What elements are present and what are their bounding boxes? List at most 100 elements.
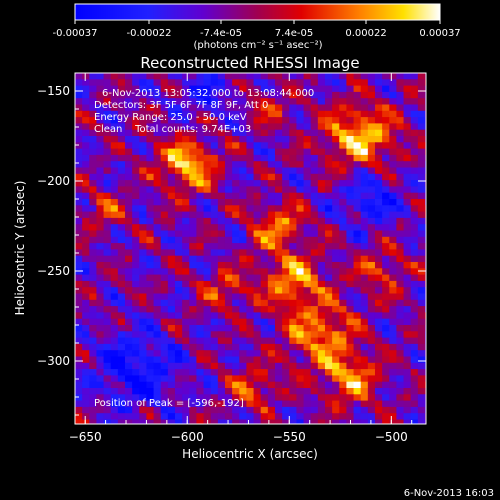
heatmap-cell <box>353 406 362 414</box>
heatmap-cell <box>117 343 126 351</box>
heatmap-cell <box>89 369 98 376</box>
heatmap-cell <box>267 136 276 143</box>
heatmap-cell <box>303 287 312 295</box>
heatmap-cell <box>117 129 126 137</box>
heatmap-cell <box>139 350 148 358</box>
heatmap-cell <box>310 318 319 326</box>
heatmap-cell <box>110 255 119 263</box>
heatmap-cell <box>174 192 183 200</box>
heatmap-cell <box>174 343 183 351</box>
heatmap-cell <box>125 199 133 206</box>
colorbar: -0.00037 -0.00022 -7.4e-05 7.4e-05 0.00022 0.… <box>53 3 461 51</box>
heatmap-cell <box>103 331 112 339</box>
heatmap-cell <box>332 388 340 395</box>
heatmap-cell <box>274 337 283 345</box>
heatmap-cell <box>374 394 383 402</box>
heatmap-cell <box>224 236 233 244</box>
heatmap-cell <box>153 331 162 339</box>
heatmap-cell <box>160 186 169 194</box>
heatmap-cell <box>303 161 312 169</box>
heatmap-cell <box>239 274 248 282</box>
heatmap-cell <box>132 312 140 320</box>
heatmap-cell <box>324 180 333 187</box>
heatmap-cell <box>310 406 319 414</box>
heatmap-cell <box>110 381 119 389</box>
heatmap-cell <box>310 217 319 225</box>
heatmap-cell <box>410 243 419 250</box>
heatmap-cell <box>296 129 305 137</box>
heatmap-cell <box>382 224 390 232</box>
heatmap-cell <box>224 375 233 383</box>
heatmap-cell <box>89 230 98 238</box>
heatmap-cell <box>360 369 369 376</box>
heatmap-cell <box>132 110 140 118</box>
heatmap-cell <box>232 280 240 288</box>
heatmap-cell <box>324 419 333 424</box>
heatmap-cell <box>396 406 405 414</box>
heatmap-cell <box>296 167 305 175</box>
heatmap-cell <box>103 299 112 307</box>
heatmap-cell <box>82 148 90 156</box>
heatmap-cell <box>217 91 226 99</box>
heatmap-cell <box>289 262 298 269</box>
heatmap-cell <box>224 211 233 219</box>
heatmap-cell <box>125 362 133 370</box>
heatmap-cell <box>117 255 126 263</box>
heatmap-cell <box>274 230 283 238</box>
heatmap-cell <box>153 136 162 143</box>
heatmap-cell <box>196 318 205 326</box>
heatmap-cell <box>424 419 426 424</box>
heatmap-cell <box>289 413 298 421</box>
heatmap-cell <box>75 98 83 106</box>
heatmap-cell <box>403 186 412 194</box>
heatmap-cell <box>96 173 105 181</box>
heatmap-cell <box>410 419 419 424</box>
heatmap-cell <box>267 110 276 118</box>
heatmap-cell <box>96 217 105 225</box>
heatmap-cell <box>239 117 248 124</box>
heatmap-cell <box>346 117 355 124</box>
heatmap-cell <box>103 211 112 219</box>
heatmap-cell <box>110 287 119 295</box>
heatmap-cell <box>353 123 362 131</box>
heatmap-cell <box>310 243 319 250</box>
heatmap-cell <box>303 148 312 156</box>
heatmap-cell <box>310 419 319 424</box>
heatmap-cell <box>203 369 212 376</box>
heatmap-cell <box>89 217 98 225</box>
heatmap-cell <box>324 369 333 376</box>
heatmap-cell <box>374 375 383 383</box>
heatmap-cell <box>139 312 148 320</box>
heatmap-cell <box>146 337 155 345</box>
heatmap-cell <box>274 73 283 80</box>
heatmap-cell <box>96 186 105 194</box>
heatmap-cell <box>89 142 98 150</box>
heatmap-cell <box>139 186 148 194</box>
heatmap-cell <box>367 136 376 143</box>
heatmap-cell <box>267 369 276 376</box>
heatmap-cell <box>182 136 190 143</box>
heatmap-cell <box>410 85 419 93</box>
heatmap-cell <box>210 406 219 414</box>
heatmap-cell <box>339 274 348 282</box>
heatmap-cell <box>367 104 376 112</box>
heatmap-cell <box>274 79 283 87</box>
heatmap-cell <box>339 419 348 424</box>
heatmap-cell <box>210 413 219 421</box>
heatmap-cell <box>232 325 240 332</box>
heatmap-cell <box>167 268 176 276</box>
heatmap-cell <box>417 249 426 257</box>
heatmap-cell <box>289 394 298 402</box>
heatmap-cell <box>103 306 112 313</box>
heatmap-cell <box>246 356 255 364</box>
heatmap-cell <box>367 180 376 187</box>
heatmap-cell <box>282 91 290 99</box>
heatmap-cell <box>360 255 369 263</box>
heatmap-cell <box>310 312 319 320</box>
heatmap-cell <box>182 262 190 269</box>
heatmap-cell <box>389 406 398 414</box>
heatmap-cell <box>75 161 83 169</box>
heatmap-cell <box>332 73 340 80</box>
heatmap-cell <box>310 205 319 213</box>
heatmap-cell <box>367 186 376 194</box>
